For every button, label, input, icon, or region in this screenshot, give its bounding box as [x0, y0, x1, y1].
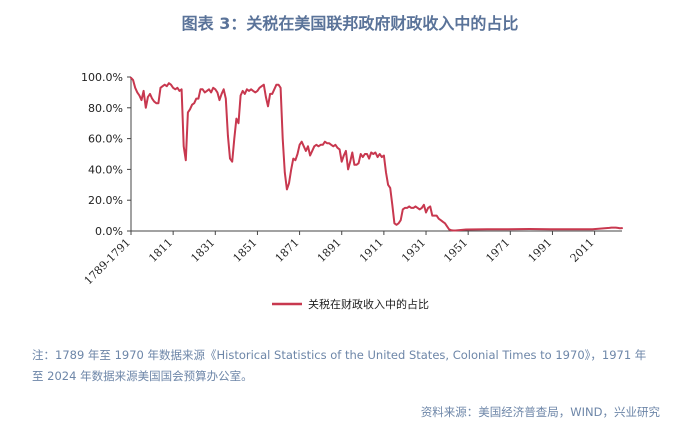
x-tick-label: 1871 — [273, 236, 302, 265]
y-axis: 0.0% 20.0% 40.0% 60.0% 80.0% 100.0% — [81, 71, 132, 238]
x-tick-label: 1911 — [357, 236, 386, 265]
x-tick-label: 1951 — [441, 236, 470, 265]
y-tick-label: 100.0% — [81, 71, 123, 84]
x-tick-label: 1931 — [399, 236, 428, 265]
chart-note: 注：1789 年至 1970 年数据来源《Historical Statisti… — [32, 345, 672, 387]
note-line-1: 注：1789 年至 1970 年数据来源《Historical Statisti… — [32, 348, 647, 362]
y-tick-label: 0.0% — [95, 225, 123, 238]
x-tick-label: 1991 — [526, 236, 555, 265]
legend-label: 关税在财政收入中的占比 — [308, 297, 429, 311]
y-tick-label: 60.0% — [88, 133, 123, 146]
series-line — [130, 76, 623, 232]
y-tick-label: 20.0% — [88, 194, 123, 207]
chart-title: 图表 3：关税在美国联邦政府财政收入中的占比 — [181, 14, 519, 33]
y-tick-label: 40.0% — [88, 163, 123, 176]
plot-area — [130, 76, 623, 232]
x-tick-label: 1789-1791 — [82, 236, 133, 287]
source-note: 资料来源：美国经济普查局，WIND，兴业研究 — [420, 405, 660, 419]
y-tick-label: 80.0% — [88, 102, 123, 115]
x-tick-label: 2011 — [568, 236, 597, 265]
x-tick-label: 1851 — [231, 236, 260, 265]
legend: 关税在财政收入中的占比 — [272, 297, 429, 311]
x-tick-label: 1831 — [188, 236, 217, 265]
note-line-2: 至 2024 年数据来源美国国会预算办公室。 — [32, 369, 253, 383]
x-tick-label: 1971 — [483, 236, 512, 265]
x-tick-label: 1891 — [315, 236, 344, 265]
x-tick-label: 1811 — [146, 236, 175, 265]
line-chart: 0.0% 20.0% 40.0% 60.0% 80.0% 100.0% 1789-1791… — [81, 71, 623, 311]
x-axis: 1789-1791 1811 1831 1851 1871 1891 1911 1931 195… — [82, 230, 622, 287]
